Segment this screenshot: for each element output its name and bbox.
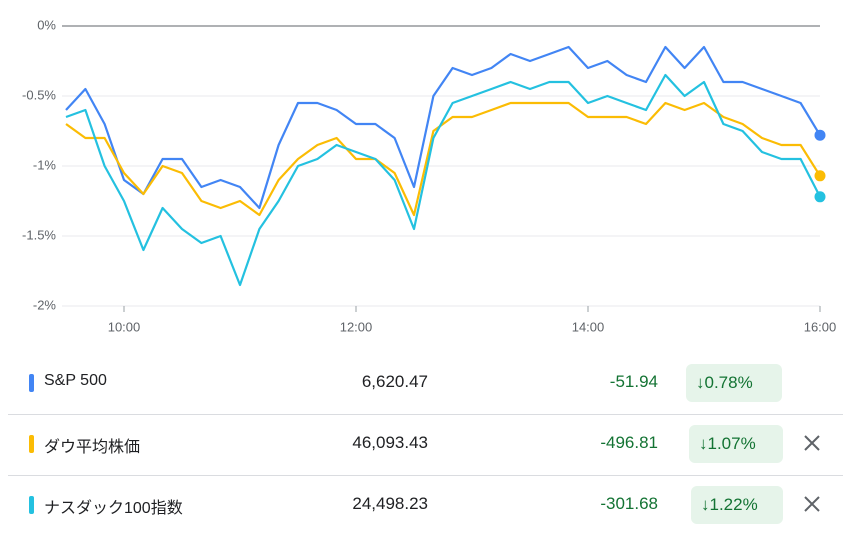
quote-price: 6,620.47 bbox=[361, 372, 428, 391]
quote-row: ナスダック100指数 24,498.23 -301.68 ↓ 1.22% bbox=[0, 474, 848, 534]
down-arrow: ↓ bbox=[696, 373, 705, 392]
divider bbox=[8, 414, 843, 415]
percent-chip: ↓ 0.78% bbox=[686, 364, 782, 402]
quote-percent: 1.07% bbox=[707, 434, 756, 453]
y-tick-label: -1% bbox=[33, 157, 57, 172]
percent-chip: ↓ 1.22% bbox=[691, 486, 783, 524]
x-tick-label: 14:00 bbox=[572, 319, 605, 334]
series-color bbox=[29, 496, 34, 514]
remove-button[interactable] bbox=[802, 494, 822, 514]
quote-percent: 1.22% bbox=[709, 495, 758, 514]
quote-change: -496.81 bbox=[600, 433, 658, 452]
y-tick-label: 0% bbox=[37, 17, 56, 32]
x-tick-label: 16:00 bbox=[804, 319, 837, 334]
series-line bbox=[65, 45, 821, 210]
down-arrow: ↓ bbox=[699, 434, 708, 453]
quote-name: ダウ平均株価 bbox=[44, 439, 141, 456]
series-color bbox=[29, 435, 34, 453]
down-arrow: ↓ bbox=[701, 495, 710, 514]
x-tick-label: 10:00 bbox=[108, 319, 141, 334]
chart: 0% -0.5% -1% -1.5% -2% 10:00 12:00 14:00 16:00 bbox=[22, 17, 837, 334]
series-line bbox=[65, 101, 821, 217]
quote-change: -301.68 bbox=[600, 494, 658, 513]
quote-percent: 0.78% bbox=[704, 373, 753, 392]
quote-name: S&P 500 bbox=[44, 372, 107, 389]
percent-chip: ↓ 1.07% bbox=[689, 425, 783, 463]
y-tick-label: -1.5% bbox=[22, 227, 56, 242]
x-tick-label: 12:00 bbox=[340, 319, 373, 334]
quote-price: 46,093.43 bbox=[352, 433, 428, 452]
quote-name: ナスダック100指数 bbox=[44, 500, 183, 517]
y-tick-label: -0.5% bbox=[22, 87, 56, 102]
quote-price: 24,498.23 bbox=[352, 494, 428, 513]
end-dot bbox=[814, 191, 826, 203]
quote-change: -51.94 bbox=[609, 372, 658, 391]
series-color bbox=[29, 374, 34, 392]
remove-button[interactable] bbox=[802, 433, 822, 453]
divider bbox=[8, 475, 843, 476]
end-dot bbox=[814, 129, 826, 141]
series-line bbox=[65, 73, 821, 287]
quote-row: S&P 500 6,620.47 -51.94 ↓ 0.78% bbox=[0, 352, 848, 412]
end-dot bbox=[814, 170, 826, 182]
quote-row: ダウ平均株価 46,093.43 -496.81 ↓ 1.07% bbox=[0, 413, 848, 473]
y-tick-label: -2% bbox=[33, 297, 57, 312]
